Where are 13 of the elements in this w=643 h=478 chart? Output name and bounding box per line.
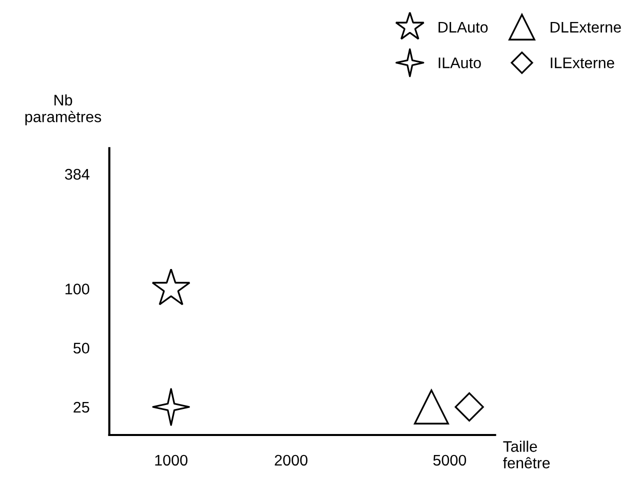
y-axis-title: Nb paramètres [25, 94, 102, 126]
y-tick-label: 50 [73, 342, 90, 354]
y-tick-label: 100 [66, 284, 90, 294]
x-tick-label: 2000 [274, 454, 308, 466]
x-tick-label: 5000 [433, 454, 466, 466]
legend-label: DLAuto [438, 22, 488, 33]
y-tick-label: 384 [64, 168, 90, 180]
x-tick-label: 1000 [155, 454, 188, 466]
x-axis-title: Taille fenêtre [503, 440, 550, 468]
y-tick-label: 25 [74, 402, 90, 413]
legend-label: DLExterne [550, 22, 621, 33]
legend-label: ILAuto [438, 58, 481, 68]
legend-label: ILExterne [550, 58, 614, 68]
